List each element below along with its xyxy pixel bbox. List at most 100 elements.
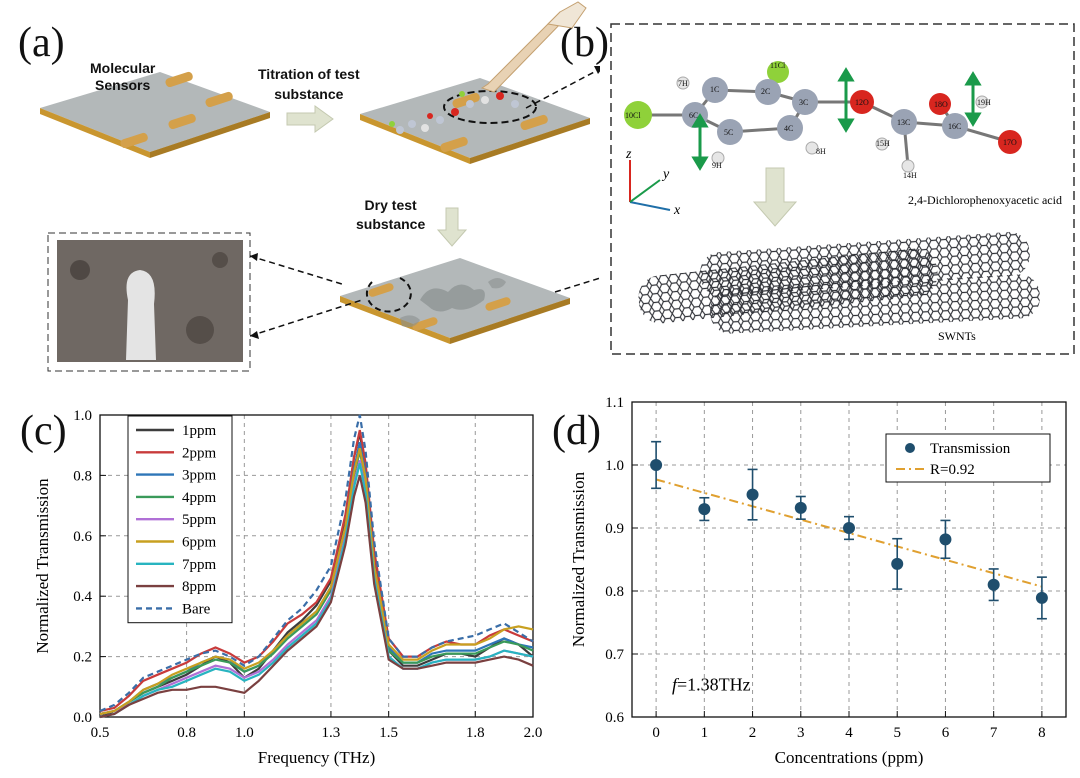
x-tick-label: 2 — [749, 725, 757, 741]
y-tick-label: 0.4 — [73, 589, 92, 605]
x-tick-label: 4 — [845, 725, 853, 741]
data-point — [650, 459, 663, 471]
y-tick-label: 0.9 — [605, 521, 624, 537]
y-tick-label: 0.7 — [605, 647, 624, 663]
x-tick-label: 0.8 — [177, 725, 196, 741]
data-point — [746, 488, 759, 501]
panel-label-b: (b) — [560, 20, 609, 66]
y-axis-label: Normalized Transmission — [33, 478, 52, 654]
transmission-concentration-chart: 0 1 2 3 4 5 6 7 8 0.6 0.7 0.8 0.9 1.0 1.1 Transmission R… — [569, 395, 1067, 767]
x-tick-label: 1.3 — [322, 725, 341, 741]
legend-box — [885, 433, 1051, 483]
x-tick-label: 6 — [942, 725, 950, 741]
y-tick-label: 1.0 — [605, 458, 624, 474]
sensor-bar — [165, 71, 193, 88]
svg-text:15H: 15H — [876, 139, 890, 148]
sensor-plate-3 — [340, 258, 570, 344]
svg-text:2C: 2C — [761, 87, 770, 96]
frequency-annotation: f=1.38THz — [672, 675, 751, 695]
legend-label: 2ppm — [182, 445, 217, 461]
legend-label: 8ppm — [182, 579, 217, 595]
pipette-icon — [480, 1, 587, 93]
legend-label: 3ppm — [182, 468, 217, 484]
legend-label: Bare — [182, 601, 211, 617]
sensor-bar — [205, 91, 233, 108]
sensor-bar — [120, 132, 148, 149]
x-tick-label: 1.8 — [466, 725, 485, 741]
axes-icon: z y x — [625, 147, 681, 218]
svg-text:3C: 3C — [799, 98, 808, 107]
svg-text:18O: 18O — [934, 100, 948, 109]
legend-label: 7ppm — [182, 557, 217, 573]
svg-text:4C: 4C — [784, 124, 793, 133]
svg-text:8H: 8H — [816, 147, 826, 156]
sensor-bar — [168, 113, 196, 130]
label-dry: Dry test substance — [356, 197, 426, 232]
legend-label: 4ppm — [182, 490, 217, 506]
y-tick-label: 0.6 — [605, 710, 624, 726]
schematic-diagram — [40, 1, 600, 372]
svg-text:1C: 1C — [710, 85, 719, 94]
svg-text:14H: 14H — [903, 171, 917, 180]
y-tick-label: 0.8 — [605, 584, 624, 600]
legend-label: 1ppm — [182, 423, 217, 439]
x-tick-label: 1 — [701, 725, 709, 741]
svg-text:10Cl: 10Cl — [625, 111, 641, 120]
svg-text:16C: 16C — [948, 122, 961, 131]
process-arrow-down — [436, 207, 468, 247]
y-tick-label: 0.2 — [73, 650, 92, 666]
label-molecular-sensors: Molecular Sensors — [90, 60, 156, 93]
legend-label: R=0.92 — [930, 462, 975, 478]
plot-frame — [99, 414, 534, 718]
data-point — [987, 578, 1000, 591]
series-line-6ppm — [99, 447, 534, 716]
molecule-name: 2,4-Dichlorophenoxyacetic acid — [908, 193, 1062, 207]
dried-residue — [420, 284, 485, 312]
data-point — [939, 533, 952, 546]
molecule-cluster — [389, 91, 519, 134]
x-axis-label: Frequency (THz) — [258, 748, 376, 767]
swnts-label: SWNTs — [938, 329, 976, 343]
legend-label: Transmission — [930, 441, 1011, 457]
data-point — [698, 503, 711, 516]
panel-label-a: (a) — [18, 20, 65, 66]
sensor-plate-2 — [360, 78, 590, 164]
data-point — [1035, 591, 1048, 604]
svg-text:y: y — [661, 167, 670, 182]
svg-text:6C: 6C — [689, 111, 698, 120]
svg-text:5C: 5C — [724, 128, 733, 137]
microscope-image — [47, 232, 251, 372]
x-tick-label: 0.5 — [91, 725, 110, 741]
vibration-arrows — [691, 67, 982, 171]
data-point — [843, 522, 855, 534]
svg-text:12O: 12O — [855, 98, 869, 107]
data-point — [794, 501, 807, 514]
x-tick-label: 0 — [652, 725, 660, 741]
svg-text:x: x — [673, 203, 681, 218]
x-tick-label: 3 — [797, 725, 805, 741]
series-line-Bare — [99, 414, 534, 713]
y-tick-label: 0.6 — [73, 529, 92, 545]
svg-text:11Cl: 11Cl — [770, 61, 786, 70]
x-tick-label: 1.5 — [379, 725, 398, 741]
x-tick-label: 8 — [1038, 725, 1046, 741]
data-point — [891, 557, 904, 570]
svg-text:17O: 17O — [1003, 138, 1017, 147]
x-axis-label: Concentrations (ppm) — [775, 748, 924, 767]
process-arrow-down-b — [752, 167, 798, 227]
plot-frame — [631, 401, 1067, 718]
molecule-diagram: 10Cl 11Cl 1C 2C 3C 4C 5C 6C 7H 8H 9H 12O… — [610, 23, 1075, 355]
series-line-4ppm — [99, 450, 534, 716]
panel-label-d: (d) — [552, 408, 601, 454]
x-tick-label: 7 — [990, 725, 998, 741]
y-axis-label: Normalized Transmission — [569, 471, 588, 647]
zoom-arc — [365, 277, 412, 313]
svg-text:13C: 13C — [897, 118, 910, 127]
legend-swatch-points — [905, 443, 915, 453]
y-tick-label: 0.8 — [73, 468, 92, 484]
label-titration: Titration of test substance — [258, 66, 360, 102]
x-tick-label: 2.0 — [524, 725, 543, 741]
process-arrow-right — [286, 105, 334, 133]
y-tick-label: 1.1 — [605, 395, 624, 411]
svg-text:19H: 19H — [977, 98, 991, 107]
